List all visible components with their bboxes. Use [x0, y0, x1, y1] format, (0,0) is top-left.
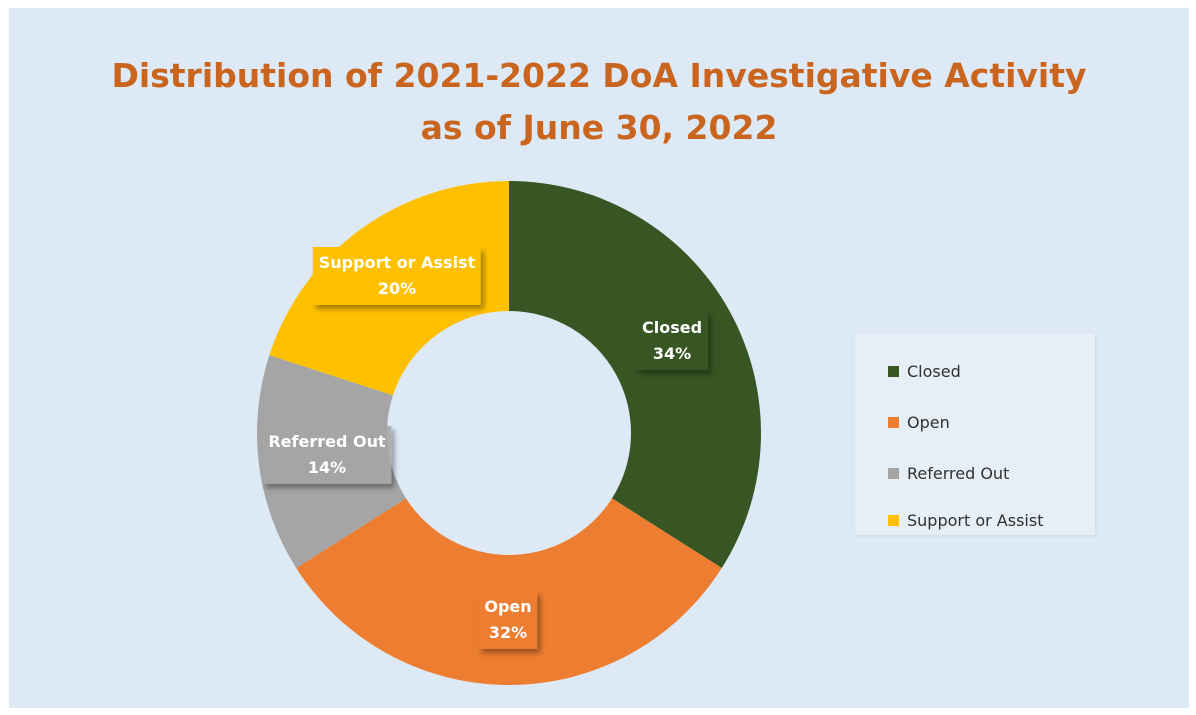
legend-label-open: Open — [907, 412, 950, 432]
data-label-category: Support or Assist — [318, 253, 476, 272]
data-label-value: 32% — [488, 623, 528, 642]
legend-item-closed: Closed — [888, 360, 961, 382]
legend-label-closed: Closed — [907, 361, 961, 381]
data-label-value: 20% — [377, 279, 417, 298]
data-label-value: 34% — [652, 344, 692, 363]
data-label-value: 14% — [307, 458, 347, 477]
chart-area: Distribution of 2021-2022 DoA Investigat… — [9, 8, 1189, 708]
chart-title: Distribution of 2021-2022 DoA Investigat… — [111, 56, 1087, 95]
legend-item-open: Open — [888, 411, 950, 433]
legend-swatch-open — [888, 416, 899, 428]
data-label-support-or-assist: Support or Assist 20% — [312, 247, 482, 305]
data-label-category: Closed — [641, 318, 703, 337]
data-label-category: Open — [484, 597, 532, 616]
legend-item-support-or-assist: Support or Assist — [888, 509, 1043, 531]
legend: Closed Open Referred Out Support or Assi… — [855, 333, 1095, 535]
data-label-open: Open 32% — [478, 591, 538, 649]
legend-label-support-or-assist: Support or Assist — [907, 510, 1044, 530]
data-label-closed: Closed 34% — [635, 312, 709, 370]
data-label-category: Referred Out — [268, 432, 386, 451]
legend-label-referred-out: Referred Out — [907, 463, 1010, 483]
legend-swatch-support-or-assist — [888, 514, 899, 526]
legend-swatch-referred-out — [888, 467, 899, 479]
data-label-referred-out: Referred Out 14% — [262, 426, 392, 484]
chart-subtitle: as of June 30, 2022 — [420, 108, 778, 147]
slice-closed — [509, 181, 761, 569]
donut-chart — [257, 181, 761, 686]
legend-swatch-closed — [888, 365, 899, 377]
legend-item-referred-out: Referred Out — [888, 462, 1009, 484]
